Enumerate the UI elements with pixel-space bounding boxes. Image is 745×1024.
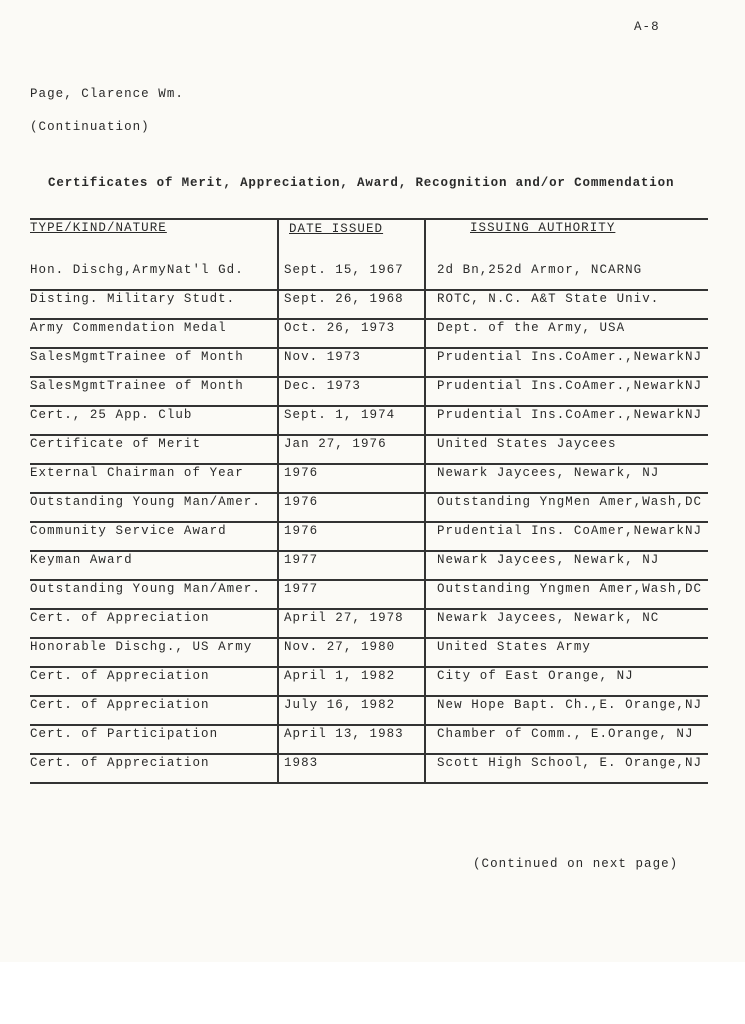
cell-type: Outstanding Young Man/Amer. [30,582,261,596]
row-rule [30,376,708,378]
cell-authority: New Hope Bapt. Ch.,E. Orange,NJ [437,698,703,712]
cell-date: 1976 [284,524,319,538]
cell-type: Cert., 25 App. Club [30,408,193,422]
cell-type: Army Commendation Medal [30,321,227,335]
row-rule [30,434,708,436]
cell-authority: Dept. of the Army, USA [437,321,626,335]
cell-authority: 2d Bn,252d Armor, NCARNG [437,263,643,277]
row-rule [30,492,708,494]
cell-authority: Prudential Ins.CoAmer.,NewarkNJ [437,379,703,393]
cell-authority: United States Jaycees [437,437,617,451]
cell-date: 1976 [284,495,319,509]
paper-page [0,0,745,962]
row-rule [30,463,708,465]
row-rule [30,521,708,523]
cell-date: Sept. 26, 1968 [284,292,404,306]
cell-authority: Outstanding Yngmen Amer,Wash,DC [437,582,703,596]
cell-type: Cert. of Appreciation [30,756,210,770]
header-type: TYPE/KIND/NATURE [30,221,167,235]
cell-date: April 27, 1978 [284,611,404,625]
row-rule [30,666,708,668]
header-date: DATE ISSUED [289,222,384,236]
row-rule [30,782,708,784]
cell-date: Nov. 1973 [284,350,361,364]
header-authority: ISSUING AUTHORITY [470,221,616,235]
cell-type: Community Service Award [30,524,227,538]
row-rule [30,579,708,581]
row-rule [30,318,708,320]
cell-date: April 1, 1982 [284,669,396,683]
cell-date: Nov. 27, 1980 [284,640,396,654]
cell-date: 1977 [284,553,319,567]
cell-type: Cert. of Appreciation [30,698,210,712]
cell-date: Jan 27, 1976 [284,437,387,451]
cell-authority: Prudential Ins.CoAmer.,NewarkNJ [437,350,703,364]
row-rule [30,550,708,552]
cell-type: Cert. of Participation [30,727,219,741]
cell-date: Oct. 26, 1973 [284,321,396,335]
cell-authority: United States Army [437,640,591,654]
cell-type: Honorable Dischg., US Army [30,640,253,654]
cell-authority: Chamber of Comm., E.Orange, NJ [437,727,694,741]
row-rule [30,724,708,726]
row-rule [30,405,708,407]
cell-date: 1977 [284,582,319,596]
person-name: Page, Clarence Wm. [30,87,184,101]
cell-date: July 16, 1982 [284,698,396,712]
column-divider [277,219,279,784]
column-divider [424,219,426,784]
section-title: Certificates of Merit, Appreciation, Awa… [48,176,675,190]
cell-type: Outstanding Young Man/Amer. [30,495,261,509]
cell-type: Disting. Military Studt. [30,292,236,306]
row-rule [30,753,708,755]
row-rule [30,289,708,291]
cell-type: External Chairman of Year [30,466,244,480]
cell-authority: ROTC, N.C. A&T State Univ. [437,292,660,306]
cell-date: 1983 [284,756,319,770]
row-rule [30,637,708,639]
cell-date: Sept. 15, 1967 [284,263,404,277]
cell-type: Keyman Award [30,553,133,567]
cell-type: Cert. of Appreciation [30,669,210,683]
cell-date: 1976 [284,466,319,480]
cell-date: Sept. 1, 1974 [284,408,396,422]
cell-authority: Newark Jaycees, Newark, NJ [437,466,660,480]
row-rule [30,347,708,349]
cell-authority: Prudential Ins. CoAmer,NewarkNJ [437,524,703,538]
cell-date: April 13, 1983 [284,727,404,741]
cell-type: Certificate of Merit [30,437,202,451]
continuation-label: (Continuation) [30,120,150,134]
cell-authority: Newark Jaycees, Newark, NJ [437,553,660,567]
cell-authority: Prudential Ins.CoAmer.,NewarkNJ [437,408,703,422]
cell-date: Dec. 1973 [284,379,361,393]
cell-type: Cert. of Appreciation [30,611,210,625]
row-rule [30,608,708,610]
cell-type: SalesMgmtTrainee of Month [30,350,244,364]
cell-authority: City of East Orange, NJ [437,669,634,683]
page-label: A-8 [634,20,660,34]
table-top-rule [30,218,708,220]
cell-authority: Outstanding YngMen Amer,Wash,DC [437,495,703,509]
cell-authority: Newark Jaycees, Newark, NC [437,611,660,625]
row-rule [30,695,708,697]
cell-authority: Scott High School, E. Orange,NJ [437,756,703,770]
continued-note: (Continued on next page) [473,857,679,871]
cell-type: SalesMgmtTrainee of Month [30,379,244,393]
cell-type: Hon. Dischg,ArmyNat'l Gd. [30,263,244,277]
